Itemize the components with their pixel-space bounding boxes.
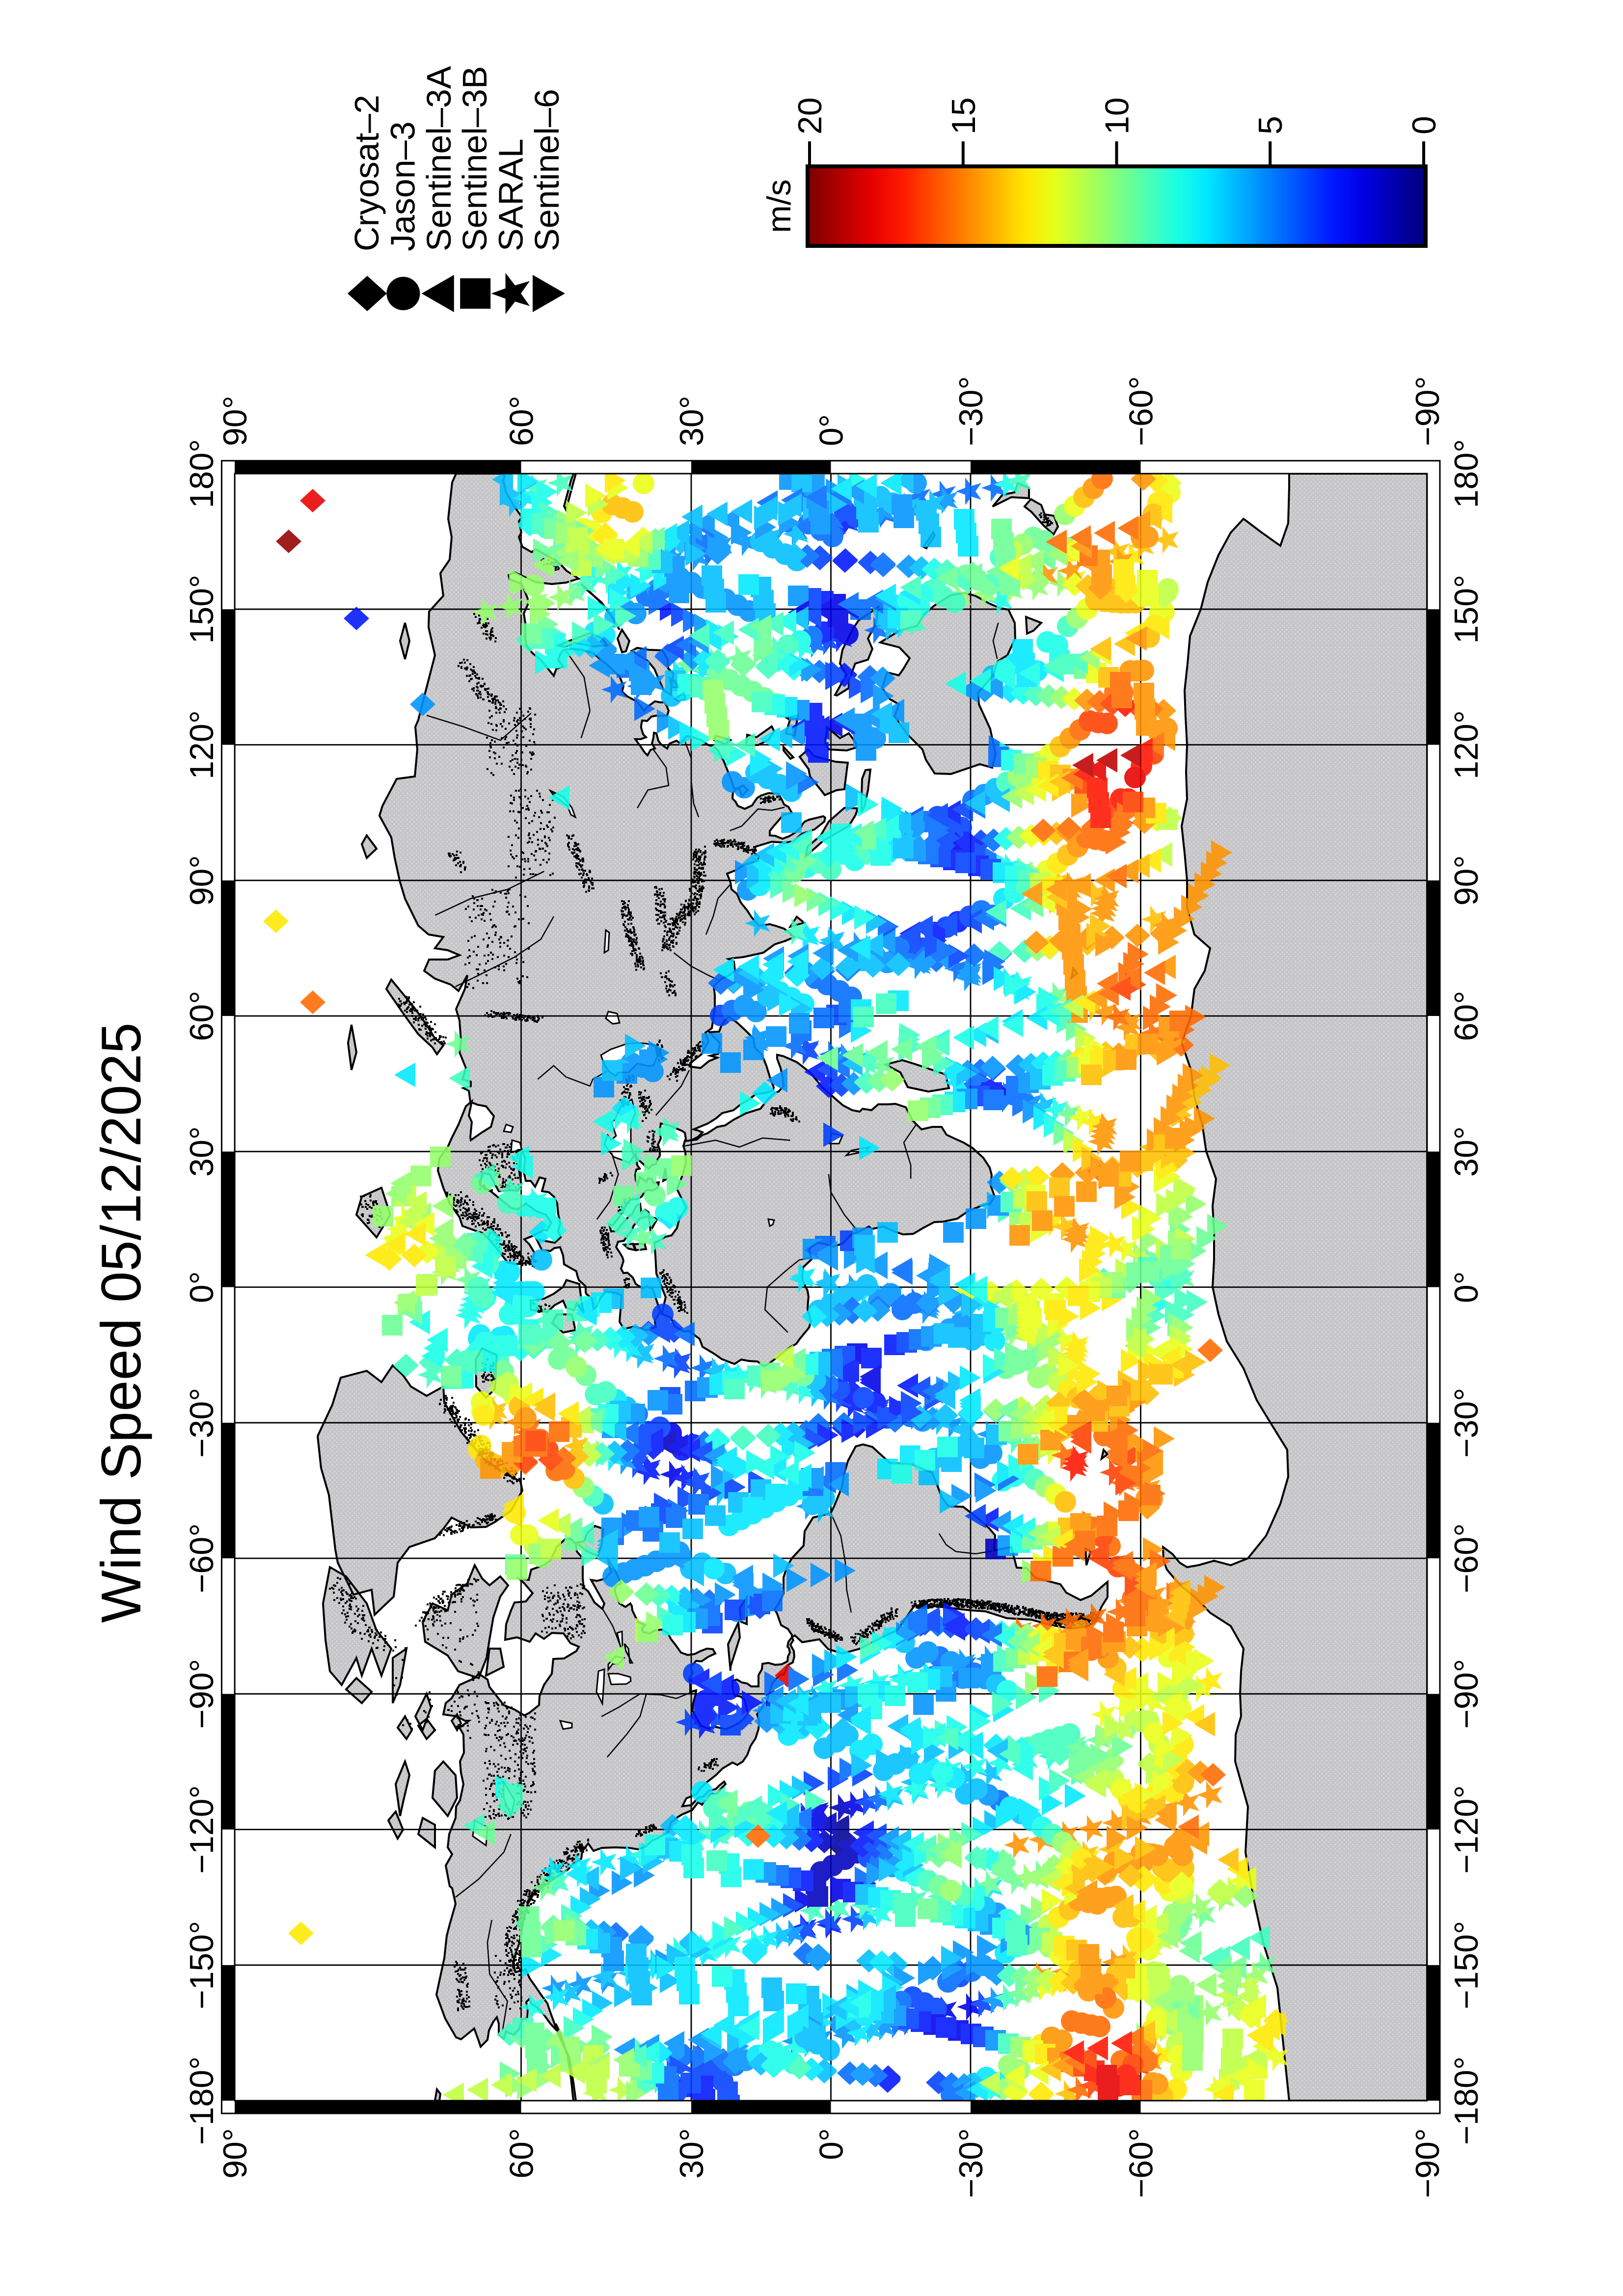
svg-text:−150°: −150° [183, 1921, 220, 2009]
svg-text:Sentinel–3B: Sentinel–3B [456, 66, 494, 251]
svg-text:−60°: −60° [1123, 2128, 1160, 2198]
svg-text:−30°: −30° [183, 1388, 220, 1458]
svg-text:0°: 0° [183, 1271, 220, 1303]
svg-text:−180°: −180° [183, 2056, 220, 2145]
svg-text:−120°: −120° [1448, 1785, 1485, 1873]
svg-text:5: 5 [1252, 116, 1289, 134]
svg-text:−30°: −30° [952, 376, 990, 446]
svg-text:120°: 120° [183, 710, 220, 779]
svg-text:0°: 0° [813, 414, 850, 446]
svg-text:−30°: −30° [1448, 1388, 1485, 1458]
svg-text:−60°: −60° [1448, 1523, 1485, 1594]
svg-text:−60°: −60° [1123, 376, 1160, 446]
svg-text:90°: 90° [216, 2128, 254, 2179]
svg-text:90°: 90° [183, 855, 220, 906]
svg-text:30°: 30° [673, 2128, 710, 2179]
svg-text:90°: 90° [216, 396, 254, 446]
svg-text:Wind Speed 05/12/2025: Wind Speed 05/12/2025 [90, 1022, 153, 1623]
svg-text:30°: 30° [183, 1126, 220, 1177]
svg-text:−30°: −30° [952, 2128, 990, 2198]
svg-text:60°: 60° [1448, 991, 1485, 1041]
svg-text:20: 20 [791, 97, 829, 134]
svg-text:120°: 120° [1448, 710, 1485, 779]
svg-text:10: 10 [1099, 97, 1136, 134]
svg-text:−120°: −120° [183, 1785, 220, 1873]
svg-text:30°: 30° [1448, 1126, 1485, 1177]
svg-text:0°: 0° [1448, 1271, 1485, 1303]
svg-text:−90°: −90° [1448, 1659, 1485, 1729]
svg-text:15: 15 [945, 97, 982, 134]
svg-text:−90°: −90° [183, 1659, 220, 1729]
svg-text:−90°: −90° [1409, 376, 1446, 446]
svg-text:60°: 60° [183, 991, 220, 1041]
svg-text:0: 0 [1406, 116, 1443, 134]
svg-text:0°: 0° [813, 2128, 850, 2160]
svg-text:150°: 150° [1448, 575, 1485, 644]
svg-text:180°: 180° [183, 439, 220, 508]
svg-text:180°: 180° [1448, 439, 1485, 508]
svg-text:−90°: −90° [1409, 2128, 1446, 2198]
svg-text:30°: 30° [673, 396, 710, 446]
svg-text:Sentinel–6: Sentinel–6 [528, 89, 566, 251]
svg-text:60°: 60° [503, 396, 541, 446]
svg-text:m/s: m/s [760, 179, 798, 233]
svg-text:SARAL: SARAL [492, 138, 530, 251]
svg-text:Cryosat–2: Cryosat–2 [348, 95, 386, 251]
svg-text:90°: 90° [1448, 855, 1485, 906]
svg-text:150°: 150° [183, 575, 220, 644]
svg-text:Sentinel–3A: Sentinel–3A [420, 66, 458, 251]
svg-text:Jason–3: Jason–3 [383, 121, 422, 251]
svg-text:−180°: −180° [1448, 2056, 1485, 2145]
svg-text:60°: 60° [503, 2128, 541, 2179]
svg-text:−150°: −150° [1448, 1921, 1485, 2009]
svg-text:−60°: −60° [183, 1523, 220, 1594]
